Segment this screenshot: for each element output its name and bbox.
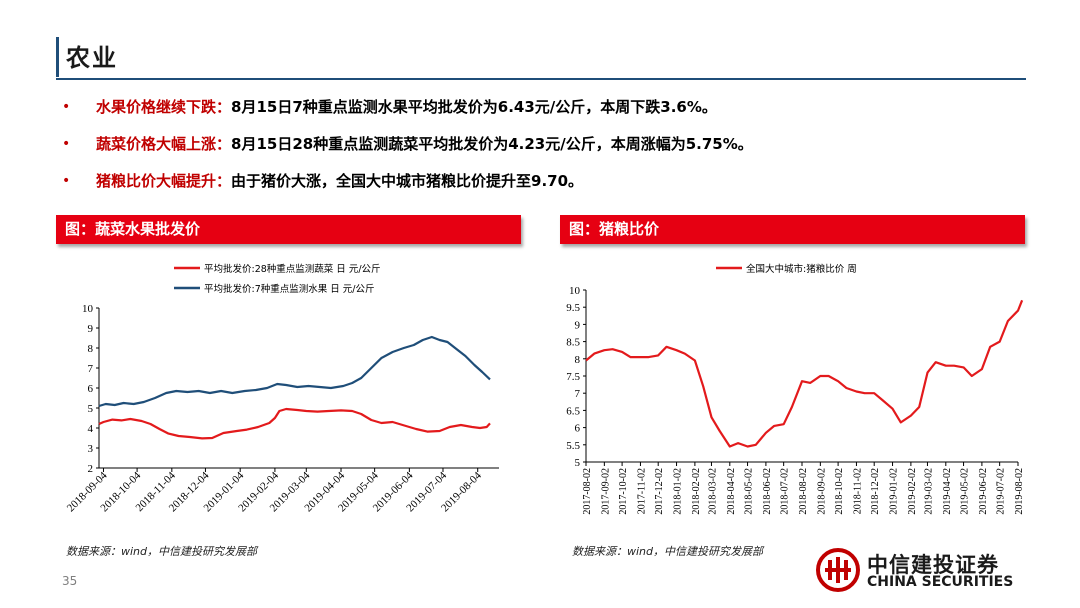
- title-divider: [56, 78, 1026, 80]
- hog-grain-ratio-chart: 5 5.5 6 6.5 7 7.5 8 8.5 9 9.5 10 2017-08-02 2017-09-…: [566, 263, 1025, 515]
- bullet-dot-icon: •: [62, 136, 71, 152]
- left-panel-heading: 图：蔬菜水果批发价: [56, 215, 521, 244]
- x-tick-label: 2019-06-02: [978, 468, 989, 515]
- bullet-list: • 水果价格继续下跌：8月15日7种重点监测水果平均批发价为6.43元/公斤，本…: [62, 94, 1022, 205]
- bullet-dot-icon: •: [62, 173, 71, 189]
- y-tick-label: 10: [82, 303, 94, 315]
- y-tick-label: 10: [569, 285, 581, 297]
- page-title: 农业: [66, 44, 118, 72]
- y-tick-label: 6: [88, 383, 94, 395]
- china-securities-logo-icon: [816, 548, 860, 592]
- y-tick-label: 7.5: [566, 371, 580, 383]
- y-tick-label: 8: [88, 343, 94, 355]
- bullet-dot-icon: •: [62, 99, 71, 115]
- x-tick-label: 2018-05-02: [744, 468, 755, 515]
- y-tick-label: 5: [88, 403, 94, 415]
- x-tick-label: 2018-11-02: [852, 468, 863, 514]
- series-line: [585, 299, 1024, 448]
- bullet-text: 蔬菜价格大幅上涨：8月15日28种重点监测蔬菜平均批发价为4.23元/公斤，本周…: [96, 131, 753, 157]
- left-source-note: 数据来源：wind，中信建投研究发展部: [66, 545, 258, 558]
- bullet-item: • 蔬菜价格大幅上涨：8月15日28种重点监测蔬菜平均批发价为4.23元/公斤，…: [62, 131, 1022, 168]
- y-tick-label: 8.5: [566, 337, 580, 349]
- x-tick-label: 2018-02-02: [691, 468, 702, 515]
- y-tick-label: 9.5: [566, 302, 580, 314]
- company-logo: 中信建投证券 CHINA SECURITIES: [815, 547, 1035, 593]
- y-tick-label: 3: [88, 443, 94, 455]
- x-tick-label: 2017-08-02: [582, 468, 593, 515]
- bullet-body: 8月15日7种重点监测水果平均批发价为6.43元/公斤，本周下跌3.6%。: [231, 98, 717, 116]
- y-tick-label: 7: [575, 388, 581, 400]
- logo-chinese-text: 中信建投证券: [867, 553, 999, 577]
- x-tick-label: 2019-02-02: [907, 468, 918, 515]
- y-tick-label: 8: [575, 354, 581, 366]
- x-tick-label: 2019-08-02: [1014, 468, 1025, 515]
- x-tick-label: 2018-06-02: [762, 468, 773, 515]
- legend-label: 平均批发价:7种重点监测水果 日 元/公斤: [204, 283, 375, 295]
- bullet-item: • 猪粮比价大幅提升：由于猪价大涨，全国大中城市猪粮比价提升至9.70。: [62, 168, 1022, 205]
- bullet-heading: 蔬菜价格大幅上涨：: [96, 135, 232, 153]
- wholesale-price-chart: 23456789102018-09-042018-10-042018-11-04…: [65, 263, 499, 514]
- bullet-item: • 水果价格继续下跌：8月15日7种重点监测水果平均批发价为6.43元/公斤，本…: [62, 94, 1022, 131]
- x-tick-label: 2019-05-02: [960, 468, 971, 515]
- x-tick-label: 2017-09-02: [600, 468, 611, 515]
- y-tick-label: 6: [575, 423, 581, 435]
- title-accent-bar: [56, 37, 59, 77]
- x-tick-label: 2017-10-02: [618, 468, 629, 515]
- x-tick-label: 2019-07-02: [996, 468, 1007, 515]
- bullet-heading: 猪粮比价大幅提升：: [96, 172, 232, 190]
- page-number: 35: [62, 574, 78, 588]
- x-tick-label: 2018-08-02: [798, 468, 809, 515]
- bullet-body: 8月15日28种重点监测蔬菜平均批发价为4.23元/公斤，本周涨幅为5.75%。: [231, 135, 753, 153]
- x-tick-label: 2017-12-02: [654, 468, 665, 515]
- bullet-text: 水果价格继续下跌：8月15日7种重点监测水果平均批发价为6.43元/公斤，本周下…: [96, 94, 717, 120]
- y-tick-label: 6.5: [566, 405, 580, 417]
- x-tick-label: 2019-03-02: [923, 468, 934, 515]
- y-tick-label: 5.5: [566, 440, 580, 452]
- x-tick-label: 2018-04-02: [726, 468, 737, 515]
- x-tick-label: 2019-04-02: [942, 468, 953, 515]
- logo-english-text: CHINA SECURITIES: [867, 574, 1014, 590]
- series-line: [98, 335, 491, 408]
- bullet-text: 猪粮比价大幅提升：由于猪价大涨，全国大中城市猪粮比价提升至9.70。: [96, 168, 583, 194]
- y-tick-label: 9: [88, 323, 94, 335]
- x-tick-label: 2017-11-02: [636, 468, 647, 514]
- x-tick-label: 2018-09-02: [816, 468, 827, 515]
- legend-label: 全国大中城市:猪粮比价 周: [746, 263, 857, 275]
- y-tick-label: 2: [88, 463, 94, 475]
- x-tick-label: 2018-10-02: [834, 468, 845, 515]
- y-tick-label: 4: [88, 423, 94, 435]
- x-tick-label: 2018-07-02: [780, 468, 791, 515]
- x-tick-label: 2018-12-02: [870, 468, 881, 515]
- legend-label: 平均批发价:28种重点监测蔬菜 日 元/公斤: [204, 263, 381, 275]
- x-tick-label: 2018-03-02: [707, 468, 718, 515]
- right-source-note: 数据来源：wind，中信建投研究发展部: [572, 545, 764, 558]
- bullet-body: 由于猪价大涨，全国大中城市猪粮比价提升至9.70。: [231, 172, 584, 190]
- y-tick-label: 7: [88, 363, 94, 375]
- x-tick-label: 2018-01-02: [673, 468, 684, 515]
- x-tick-label: 2019-01-02: [889, 468, 900, 515]
- y-tick-label: 5: [575, 457, 581, 469]
- y-tick-label: 9: [575, 319, 581, 331]
- bullet-heading: 水果价格继续下跌：: [96, 98, 232, 116]
- series-line: [98, 407, 491, 440]
- right-panel-heading: 图：猪粮比价: [560, 215, 1025, 244]
